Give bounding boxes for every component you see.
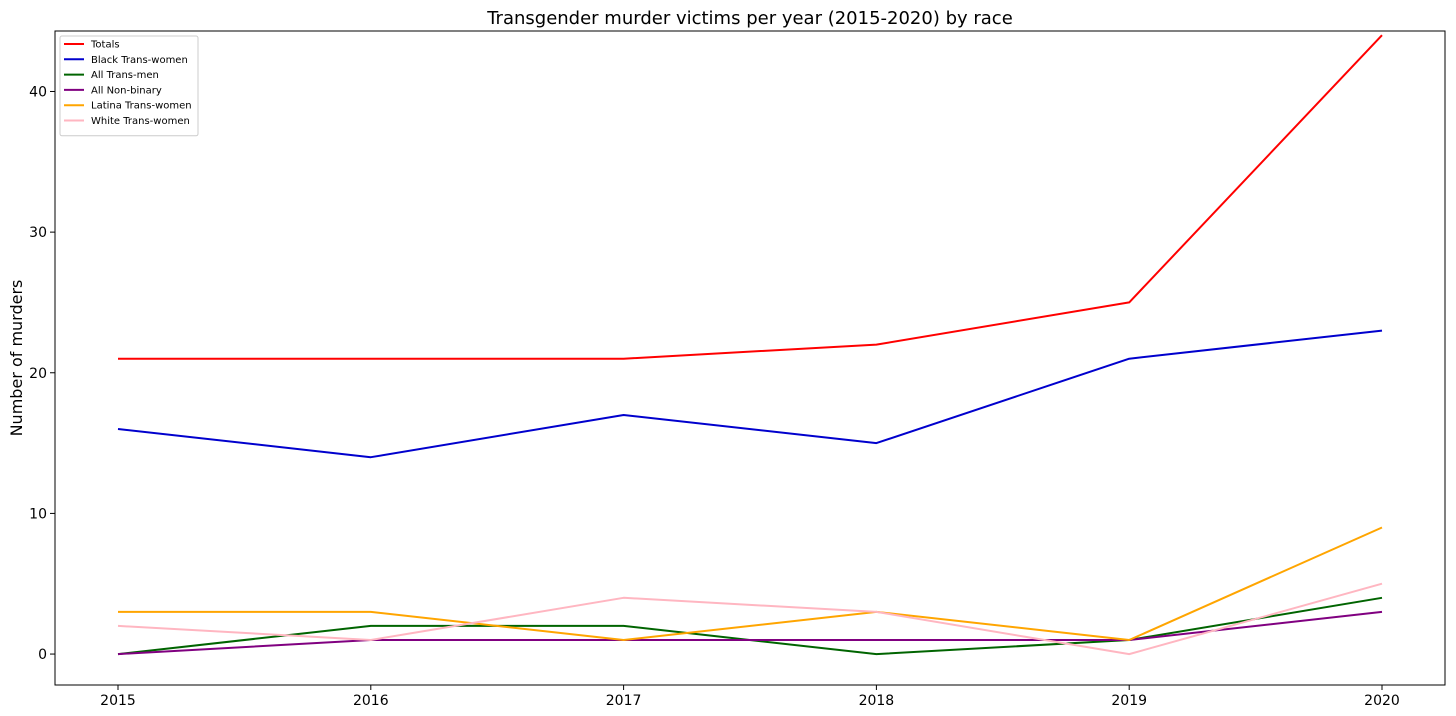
plot-frame	[54, 30, 1446, 686]
x-tick-label: 2017	[606, 693, 642, 709]
legend-label: Totals	[90, 40, 120, 51]
legend-label: All Non-binary	[91, 85, 162, 96]
legend: Totals Black Trans-women All Trans-men All …	[59, 35, 199, 137]
x-tick-label: 2019	[1111, 693, 1147, 709]
y-tick-label: 0	[38, 647, 47, 663]
legend-label: White Trans-women	[91, 116, 190, 127]
legend-label: All Trans-men	[91, 70, 159, 81]
x-tick-label: 2020	[1364, 693, 1400, 709]
series-line-latina-trans-women	[118, 526, 1383, 641]
y-tick-label: 40	[29, 84, 47, 100]
x-tick-label: 2018	[859, 693, 895, 709]
legend-label: Latina Trans-women	[91, 101, 192, 112]
y-axis-label: Number of murders	[7, 280, 26, 437]
legend-box	[59, 35, 199, 137]
chart-title: Transgender murder victims per year (201…	[486, 8, 1013, 29]
series-line-all-non-binary	[117, 610, 1383, 656]
legend-label: Black Trans-women	[91, 55, 188, 66]
y-tick-label: 10	[29, 506, 47, 522]
y-tick-label: 20	[29, 366, 47, 382]
series-line-white-trans-women	[117, 582, 1383, 656]
plot-area	[117, 34, 1383, 656]
y-tick-label: 30	[29, 225, 47, 241]
series-line-black-trans-women	[117, 329, 1383, 459]
series-line-totals	[118, 34, 1383, 360]
x-tick-label: 2016	[353, 693, 389, 709]
x-tick-label: 2015	[100, 693, 136, 709]
